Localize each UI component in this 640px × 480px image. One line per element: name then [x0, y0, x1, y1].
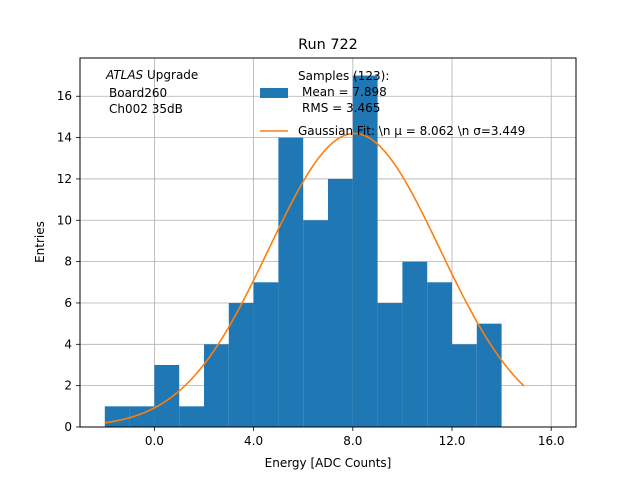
x-tick-label: 16.0	[538, 434, 565, 448]
histogram-bar	[476, 323, 502, 427]
y-tick-label: 4	[64, 337, 72, 351]
y-axis-label: Entries	[33, 221, 47, 263]
x-axis-ticks: 0.0 4.0 8.0 12.0 16.0	[145, 427, 565, 448]
histogram-bar	[104, 406, 130, 427]
histogram-bars	[104, 75, 502, 428]
y-tick-label: 0	[64, 420, 72, 434]
atlas-annotation: ATLAS Upgrade Board260 Ch002 35dB	[105, 68, 198, 116]
histogram-bar	[253, 282, 279, 427]
histogram-bar	[427, 282, 452, 427]
histogram-bar	[377, 302, 403, 427]
x-tick-label: 8.0	[343, 434, 362, 448]
legend-histogram-line-1: Samples (123):	[298, 69, 389, 83]
x-axis-label: Energy [ADC Counts]	[265, 456, 392, 470]
x-tick-label: 12.0	[439, 434, 466, 448]
x-tick-label: 4.0	[244, 434, 263, 448]
y-axis-ticks: 0 2 4 6 8 10 12 14 16	[57, 89, 80, 434]
histogram-bar	[228, 302, 254, 427]
legend-histogram-line-3: RMS = 3.465	[302, 101, 380, 115]
y-tick-label: 8	[64, 255, 72, 269]
histogram-bar	[204, 344, 229, 427]
legend-fit-label: Gaussian Fit: \n μ = 8.062 \n σ=3.449	[298, 124, 525, 138]
x-tick-label: 0.0	[145, 434, 164, 448]
gaussian-fit-layer	[104, 132, 525, 424]
histogram-bar	[402, 261, 428, 427]
histogram-bar	[303, 220, 328, 427]
histogram-bar	[179, 406, 204, 427]
histogram-bar	[328, 178, 353, 427]
plot-frame	[79, 57, 577, 428]
chart-title: Run 722	[298, 37, 358, 53]
histogram-bar	[452, 344, 477, 427]
y-tick-label: 14	[57, 131, 72, 145]
legend-histogram-swatch	[260, 88, 288, 98]
legend: Samples (123): Mean = 7.898 RMS = 3.465 …	[260, 69, 525, 138]
y-tick-label: 16	[57, 89, 72, 103]
annotation-line-1: ATLAS Upgrade	[105, 68, 198, 82]
annotation-line-2: Board260	[109, 86, 167, 100]
annotation-upgrade: Upgrade	[143, 68, 198, 82]
legend-histogram-line-2: Mean = 7.898	[302, 85, 387, 99]
annotation-line-3: Ch002 35dB	[109, 102, 183, 116]
y-tick-label: 10	[57, 213, 72, 227]
histogram-bar	[278, 137, 304, 427]
histogram-bar	[154, 364, 180, 427]
gaussian-fit-curve	[104, 132, 525, 424]
y-tick-label: 6	[64, 296, 72, 310]
y-tick-label: 12	[57, 172, 72, 186]
y-tick-label: 2	[64, 379, 72, 393]
annotation-atlas: ATLAS	[105, 68, 144, 82]
